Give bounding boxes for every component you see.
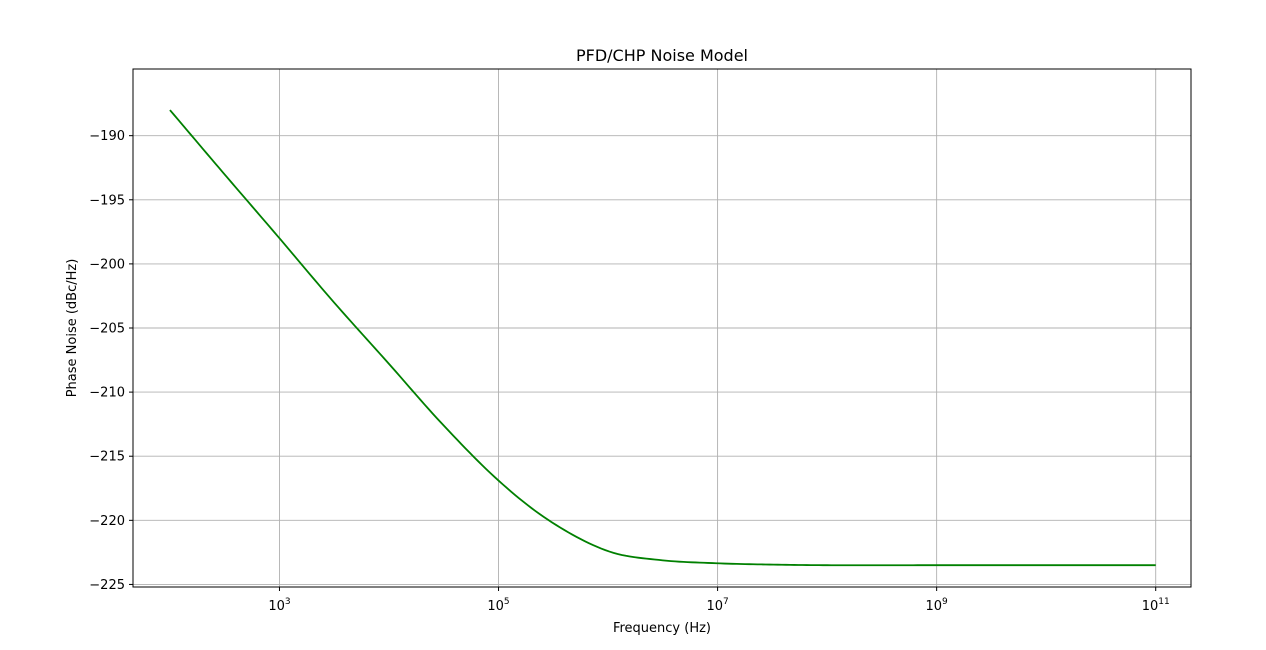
y-axis-ticks: −190 −195 −200 −205 −210 −215 −220 −225 bbox=[89, 129, 133, 593]
y-tick-label: −190 bbox=[89, 129, 125, 144]
x-tick-label: 109 bbox=[926, 597, 949, 614]
y-tick-label: −195 bbox=[89, 193, 125, 208]
series-line-0 bbox=[169, 109, 1156, 567]
x-tick-label: 103 bbox=[268, 597, 290, 614]
x-axis-ticks: 103 105 107 109 1011 bbox=[268, 587, 1170, 614]
y-tick-label: −215 bbox=[89, 450, 125, 465]
x-tick-label: 107 bbox=[706, 597, 728, 614]
y-tick-label: −225 bbox=[89, 578, 125, 593]
x-tick-label: 1011 bbox=[1142, 597, 1170, 614]
x-tick-label: 105 bbox=[487, 597, 509, 614]
y-axis-label: Phase Noise (dBc/Hz) bbox=[65, 259, 80, 398]
series-layer bbox=[169, 109, 1156, 567]
x-axis-label: Frequency (Hz) bbox=[613, 621, 711, 636]
grid-lines bbox=[133, 69, 1191, 587]
y-tick-label: −200 bbox=[89, 257, 125, 272]
y-tick-label: −205 bbox=[89, 322, 125, 337]
chart-title: PFD/CHP Noise Model bbox=[576, 46, 748, 65]
y-tick-label: −220 bbox=[89, 514, 125, 529]
y-tick-label: −210 bbox=[89, 386, 125, 401]
